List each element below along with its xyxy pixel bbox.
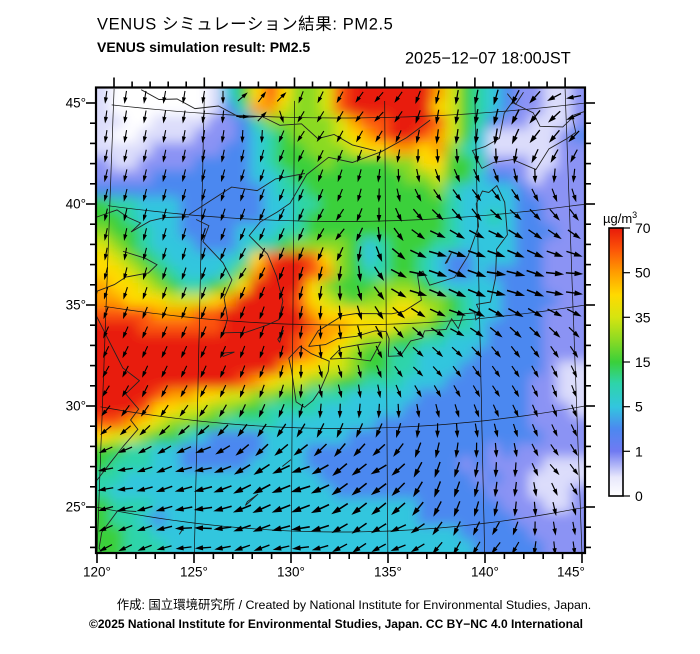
svg-text:15: 15	[635, 354, 651, 370]
svg-text:35°: 35°	[66, 298, 86, 313]
svg-text:120°: 120°	[83, 565, 111, 580]
svg-text:5: 5	[635, 399, 643, 415]
svg-text:135°: 135°	[374, 565, 402, 580]
svg-text:µg/m3: µg/m3	[603, 210, 637, 226]
svg-text:145°: 145°	[557, 565, 585, 580]
svg-text:45°: 45°	[66, 96, 86, 111]
svg-text:VENUS シミュレーション結果: PM2.5: VENUS シミュレーション結果: PM2.5	[97, 15, 393, 34]
svg-text:130°: 130°	[277, 565, 305, 580]
svg-text:2025−12−07 18:00JST: 2025−12−07 18:00JST	[405, 50, 571, 68]
svg-text:VENUS simulation result: PM2.5: VENUS simulation result: PM2.5	[97, 39, 310, 55]
svg-text:©2025 National Institute for E: ©2025 National Institute for Environment…	[89, 617, 583, 631]
svg-text:140°: 140°	[471, 565, 499, 580]
svg-text:0: 0	[635, 488, 643, 504]
svg-text:1: 1	[635, 443, 643, 459]
svg-text:作成: 国立環境研究所 / Created by Natio: 作成: 国立環境研究所 / Created by National Instit…	[117, 597, 591, 612]
svg-text:30°: 30°	[66, 399, 86, 414]
svg-text:40°: 40°	[66, 197, 86, 212]
svg-text:25°: 25°	[66, 500, 86, 515]
svg-text:35: 35	[635, 309, 651, 325]
svg-text:50: 50	[635, 265, 651, 281]
svg-text:125°: 125°	[180, 565, 208, 580]
svg-text:70: 70	[635, 220, 651, 236]
